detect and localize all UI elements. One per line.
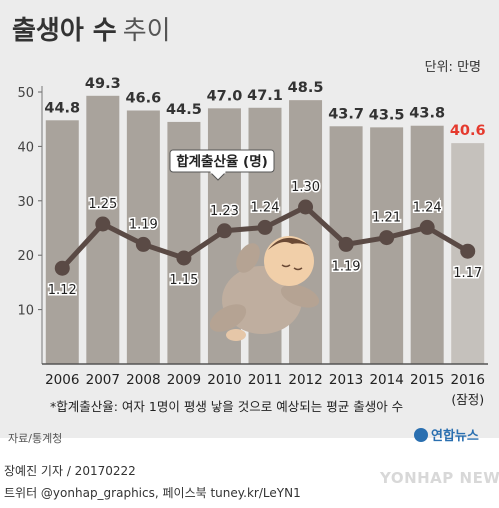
bar-value-label: 43.5 [369, 107, 405, 123]
bar-value-label: 43.7 [328, 106, 364, 122]
bar-value-label: 44.8 [44, 100, 80, 116]
fertility-value-label: 1.21 [372, 211, 401, 226]
bar-value-label: 47.1 [247, 88, 283, 104]
y-tick-label: 10 [17, 304, 34, 319]
x-tick-label: 2013 [329, 372, 363, 388]
fertility-value-label: 1.17 [453, 266, 482, 281]
y-tick-label: 50 [17, 86, 34, 101]
fertility-point-2011 [257, 219, 273, 235]
x-tick-label: 2009 [167, 372, 201, 388]
title-suffix: 추이 [122, 16, 171, 46]
bar-2014 [370, 127, 404, 364]
fertility-point-2013 [338, 236, 354, 252]
bar-value-label: 40.6 [450, 123, 486, 139]
bar-value-label: 46.6 [125, 90, 161, 106]
chart-title: 출생아 수 추이 [12, 10, 171, 47]
bar-value-label: 48.5 [288, 80, 324, 96]
x-tick-label: 2016 [451, 372, 485, 388]
y-tick-label: 20 [17, 249, 34, 264]
fertility-point-2012 [298, 199, 314, 215]
bar-2012 [289, 100, 323, 364]
fertility-value-label: 1.24 [251, 200, 280, 215]
watermark: YONHAP NEWS [380, 469, 499, 487]
unit-label: 단위: 만명 [424, 60, 481, 75]
fertility-value-label: 1.23 [210, 204, 239, 219]
fertility-value-label: 1.15 [169, 273, 198, 288]
x-tick-label: 2012 [288, 372, 322, 388]
bar-value-label: 47.0 [207, 88, 243, 104]
social-credit: 트위터 @yonhap_graphics, 페이스북 tuney.kr/LeYN… [4, 486, 301, 500]
fertility-point-2015 [419, 219, 435, 235]
fertility-value-label: 1.30 [291, 180, 320, 195]
y-tick-label: 40 [17, 140, 34, 155]
bar-value-label: 49.3 [85, 76, 121, 92]
yonhap-logo: 연합뉴스 [414, 425, 479, 444]
fertility-point-2006 [54, 260, 70, 276]
x-tick-label: 2006 [45, 372, 79, 388]
x-tick-label: 2015 [410, 372, 444, 388]
fertility-point-2016 [460, 243, 476, 259]
yonhap-logo-icon [414, 428, 428, 442]
bar-2015 [410, 125, 444, 364]
fertility-point-2010 [216, 223, 232, 239]
footnote: *합계출산율: 여자 1명이 평생 낳을 것으로 예상되는 평균 출생아 수 [50, 399, 404, 414]
reporter-credit: 장예진 기자 / 20170222 [4, 464, 136, 478]
x-tick-note: (잠정) [451, 392, 484, 407]
fertility-value-label: 1.24 [413, 200, 442, 215]
fertility-point-2009 [176, 250, 192, 266]
series-tag-pointer-mask [210, 170, 226, 174]
bar-value-label: 43.8 [409, 106, 445, 122]
logo-text: 연합뉴스 [431, 429, 479, 444]
x-tick-label: 2008 [126, 372, 160, 388]
baby-illustration [209, 236, 320, 341]
bar-value-label: 44.5 [166, 102, 202, 118]
series-tag-label: 합계출산율 (명) [176, 153, 268, 170]
title-main: 출생아 수 [12, 16, 117, 46]
x-tick-label: 2010 [207, 372, 241, 388]
fertility-point-2007 [95, 216, 111, 232]
source-label: 자료/통계청 [8, 432, 63, 445]
fertility-value-label: 1.19 [129, 217, 158, 232]
fertility-point-2008 [135, 236, 151, 252]
y-tick-label: 30 [17, 195, 34, 210]
x-tick-label: 2011 [248, 372, 282, 388]
x-tick-label: 2007 [86, 372, 120, 388]
bar-2006 [45, 120, 79, 365]
fertility-point-2014 [379, 230, 395, 246]
x-tick-label: 2014 [369, 372, 403, 388]
fertility-value-label: 1.19 [332, 259, 361, 274]
fertility-value-label: 1.25 [88, 197, 117, 212]
fertility-value-label: 1.12 [48, 283, 77, 298]
